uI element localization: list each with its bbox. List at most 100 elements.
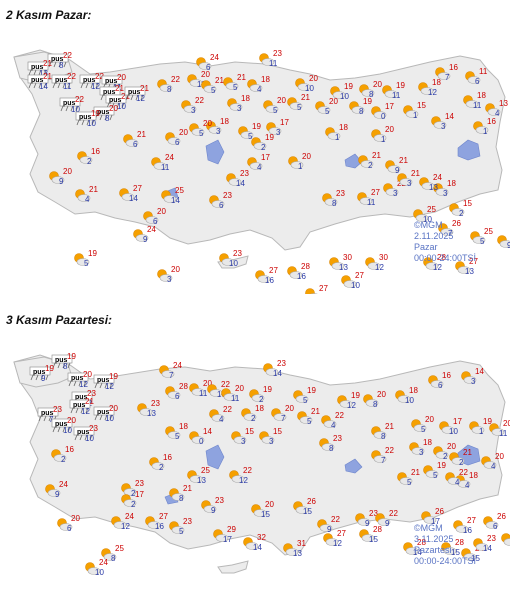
station-marker: 235 (169, 517, 192, 536)
min-temp: 11 (63, 82, 72, 91)
partly-cloudy-icon (165, 386, 181, 399)
max-temp: 21 (411, 169, 420, 178)
partly-cloudy-icon (143, 211, 159, 224)
lake (205, 139, 225, 165)
min-temp: 13 (197, 476, 206, 485)
svg-text:pus: pus (77, 429, 90, 436)
max-temp: 19 (263, 385, 272, 394)
max-temp: 22 (195, 96, 204, 105)
partly-cloudy-icon (413, 209, 429, 222)
min-temp: 2 (368, 161, 373, 170)
min-temp: 6 (219, 201, 224, 210)
min-temp: 15 (303, 507, 312, 516)
min-temp: 13 (339, 263, 348, 272)
hours-text: 00:00-24:00TSİ (414, 556, 477, 566)
rain-icon: pus (67, 372, 89, 387)
rain-icon: pus (51, 418, 73, 433)
station-marker: 219 (385, 156, 408, 175)
max-temp: 20 (265, 500, 274, 509)
partly-cloudy-icon (189, 123, 205, 136)
weather-map-day1: pus228pus2113pus2114pus2211pus2212pus201… (10, 42, 510, 294)
station-marker: pus 228 (47, 51, 72, 70)
partly-cloudy-icon (247, 157, 263, 170)
partly-cloudy-icon (77, 151, 93, 164)
station-marker: 167 (435, 63, 458, 82)
partly-cloudy-icon (293, 390, 309, 403)
rain-icon: pus (79, 74, 101, 89)
partly-cloudy-icon (470, 231, 486, 244)
station-marker: 249 (45, 480, 68, 499)
partly-cloudy-icon (330, 86, 346, 99)
partly-cloudy-icon (439, 421, 455, 434)
max-temp: 28 (179, 382, 188, 391)
map-canvas: pus228pus2113pus2114pus2211pus2212pus201… (13, 49, 510, 294)
max-temp: 23 (89, 424, 98, 433)
min-temp: 4 (257, 85, 262, 94)
max-temp: 20 (67, 416, 76, 425)
station-marker: 202 (433, 442, 456, 461)
max-temp: 27 (355, 271, 364, 280)
partly-cloudy-icon (241, 408, 257, 421)
station-marker: 161 (473, 117, 496, 136)
min-temp: 5 (307, 417, 312, 426)
station-marker: 143 (431, 112, 454, 131)
station-marker: 183 (409, 438, 432, 457)
svg-text:pus: pus (128, 89, 141, 96)
min-temp: 8 (105, 114, 110, 123)
station-marker: 232 (121, 479, 144, 498)
partly-cloudy-icon (341, 275, 357, 288)
rain-icon: pus (93, 374, 115, 389)
min-temp: 5 (421, 425, 426, 434)
hours-text: 00:00-24:00TSİ (414, 253, 477, 263)
partly-cloudy-icon (371, 450, 387, 463)
svg-text:pus: pus (41, 410, 54, 417)
partly-cloudy-icon (165, 426, 181, 439)
min-temp: 10 (351, 281, 360, 290)
max-temp: 23 (336, 189, 345, 198)
max-temp: 18 (477, 91, 486, 100)
partly-cloudy-icon (323, 533, 339, 546)
partly-cloudy-icon (423, 257, 439, 270)
min-temp: 3 (241, 437, 246, 446)
station-marker: 238 (322, 189, 345, 208)
partly-cloudy-icon (259, 53, 275, 66)
min-temp: 8 (63, 362, 68, 371)
min-temp: 10 (85, 434, 94, 443)
min-temp: 9 (59, 177, 64, 186)
rain-icon: pus (27, 61, 49, 76)
max-temp: 22 (63, 51, 72, 60)
min-temp: 14 (413, 548, 422, 557)
max-temp: 20 (157, 207, 166, 216)
max-temp: 23 (215, 496, 224, 505)
weather-map-day2: pus198pus199pus2012pus1912pus2312pus2112… (10, 347, 510, 599)
min-temp: 4 (85, 195, 90, 204)
max-temp: 19 (67, 352, 76, 361)
map-caption: ©MGM 3.11.2025 Pazartesi 00:00-24:00TSİ (414, 523, 476, 567)
partly-cloudy-icon (431, 116, 447, 129)
max-temp: 18 (261, 75, 270, 84)
partly-cloudy-icon (455, 261, 471, 274)
partly-cloudy-icon (469, 421, 485, 434)
station-marker: 195 (423, 461, 446, 480)
partly-cloudy-icon (358, 155, 374, 168)
min-temp: 11 (499, 429, 508, 438)
min-temp: 13 (293, 549, 302, 558)
section-title-day2: 3 Kasım Pazartesi: (6, 313, 113, 327)
partly-cloudy-icon (397, 472, 413, 485)
svg-text:pus: pus (55, 77, 68, 84)
min-temp: 10 (305, 84, 314, 93)
partly-cloudy-icon (441, 542, 457, 555)
max-temp: 28 (437, 253, 446, 262)
partly-cloudy-icon (461, 371, 477, 384)
partly-cloudy-icon (227, 98, 243, 111)
max-temp: 24 (210, 53, 219, 62)
rain-icon: pus (51, 354, 73, 369)
partly-cloudy-icon (57, 518, 73, 531)
max-temp: 20 (447, 442, 456, 451)
max-temp: 19 (91, 109, 100, 118)
min-temp: 11 (367, 198, 376, 207)
